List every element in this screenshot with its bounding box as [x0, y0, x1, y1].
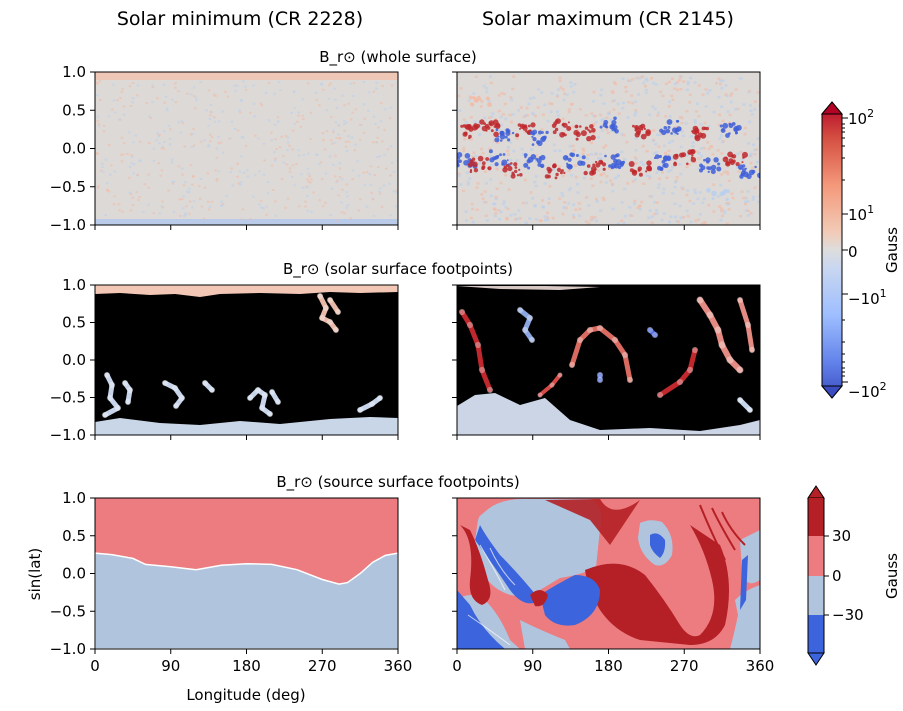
panel-whole-max — [457, 72, 760, 225]
x-tick-label: 270 — [308, 657, 337, 675]
colorbar-top-tick-0: 0 — [848, 243, 858, 261]
colorbar-bottom-level-4 — [808, 615, 824, 653]
y-tick-label: −0.5 — [50, 178, 86, 196]
axes-group — [90, 71, 761, 654]
y-tick-label: −0.5 — [50, 389, 86, 407]
x-tick-label: 270 — [670, 657, 699, 675]
axis-labels: 1.00.50.0−0.5−1.01.00.50.0−0.5−1.00 90 180… — [50, 63, 775, 675]
neutral-line-fill — [95, 552, 398, 649]
panel-solar-footpoints-min — [95, 285, 398, 435]
colorbar-bottom-tick-m30: −30 — [832, 606, 864, 624]
y-tick-label: −1.0 — [50, 426, 86, 444]
y-tick-label: 0.0 — [62, 565, 86, 583]
colorbar-bottom-tick-0: 0 — [832, 567, 842, 585]
x-tick-label: 180 — [594, 657, 623, 675]
y-tick-label: 0.5 — [62, 527, 86, 545]
colorbar-bottom-level-1 — [808, 498, 824, 536]
x-tick-label: 0 — [90, 657, 100, 675]
colorbar-bottom-level-2 — [808, 536, 824, 576]
y-tick-label: 0.5 — [62, 101, 86, 119]
x-tick-label: 0 — [452, 657, 462, 675]
y-tick-label: 0.0 — [62, 140, 86, 158]
y-tick-label: 1.0 — [62, 63, 86, 81]
colorbar-top-tick-1e2: 102 — [848, 107, 874, 128]
y-tick-label: 0.0 — [62, 351, 86, 369]
colorbar-bottom-tick-30: 30 — [832, 527, 851, 545]
x-tick-label: 90 — [161, 657, 180, 675]
colorbar-top-tick-1e1: 101 — [848, 203, 874, 224]
colorbar-top-label: Gauss — [883, 227, 901, 273]
colorbar-bottom-level-3 — [808, 576, 824, 615]
panel-solar-footpoints-max — [457, 285, 760, 435]
panel-source-footpoints-min — [95, 498, 398, 649]
y-tick-label: 0.5 — [62, 314, 86, 332]
y-tick-label: −1.0 — [50, 640, 86, 658]
row-title-whole: B_r⊙ (whole surface) — [319, 48, 477, 67]
y-axis-label: sin(lat) — [26, 548, 44, 600]
y-tick-label: −1.0 — [50, 216, 86, 234]
panel-whole-min — [95, 72, 398, 225]
column-title-min: Solar minimum (CR 2228) — [117, 8, 363, 30]
row-title-source-footpoints: B_r⊙ (source surface footpoints) — [276, 473, 519, 492]
colorbar-bottom: 30 0 −30 Gauss — [807, 485, 901, 666]
y-tick-label: −0.5 — [50, 602, 86, 620]
colorbar-top: 102 101 0 −101 −102 Gauss — [820, 101, 901, 401]
row-title-solar-footpoints: B_r⊙ (solar surface footpoints) — [283, 260, 513, 279]
x-tick-label: 90 — [523, 657, 542, 675]
colorbar-top-tick-m1e2: −102 — [848, 380, 887, 401]
y-tick-label: 1.0 — [62, 489, 86, 507]
colorbar-top-tick-m1e1: −101 — [848, 287, 887, 308]
column-title-max: Solar maximum (CR 2145) — [482, 8, 734, 30]
colorbar-bottom-label: Gauss — [883, 553, 901, 599]
panel-source-footpoints-max — [457, 498, 760, 649]
x-tick-label: 360 — [384, 657, 413, 675]
x-tick-label: 360 — [746, 657, 775, 675]
x-tick-label: 180 — [232, 657, 261, 675]
x-axis-label: Longitude (deg) — [186, 686, 305, 704]
y-tick-label: 1.0 — [62, 276, 86, 294]
